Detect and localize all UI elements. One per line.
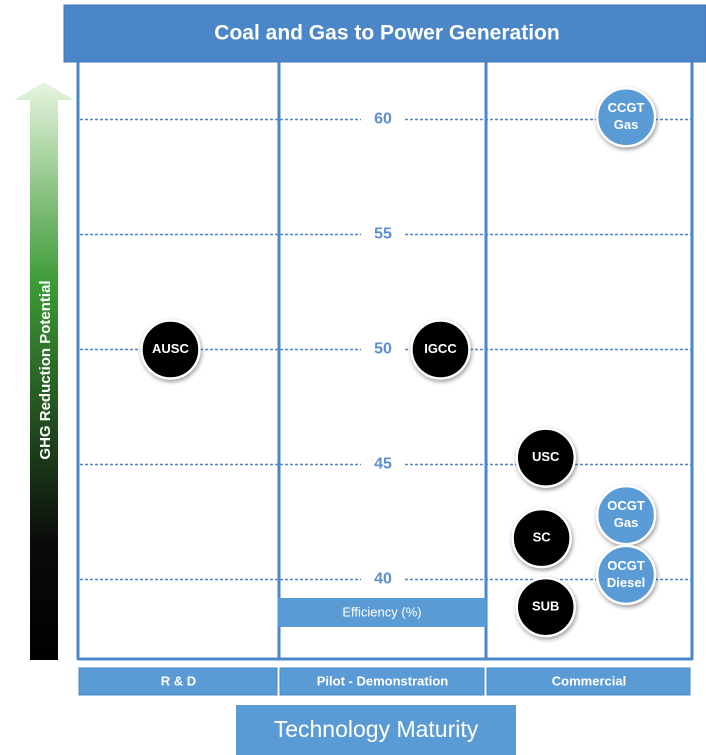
bubble (595, 484, 657, 546)
category-box (78, 667, 278, 696)
bubble (515, 427, 576, 488)
bubble-label: SC (533, 530, 552, 545)
bubble-label: OCGT (607, 498, 645, 513)
bubble-label: CCGT (608, 100, 645, 115)
bubble-label: AUSC (152, 341, 189, 356)
arrow (14, 82, 74, 660)
bubble-label: SUB (532, 599, 559, 614)
x-axis-label-box (236, 705, 516, 755)
category-box (486, 667, 691, 696)
y-tick-label: 55 (374, 226, 392, 243)
frame (76, 62, 694, 661)
y-tick-label: 40 (374, 571, 392, 588)
bubble (515, 576, 576, 638)
bubble-label: Diesel (607, 575, 645, 590)
bubble (595, 544, 657, 606)
bubble-label: OCGT (607, 558, 645, 573)
bubble-label: Gas (614, 515, 639, 530)
y-tick-label: 45 (374, 456, 392, 473)
y-axis-label: GHG Reduction Potential (37, 280, 54, 459)
x-tick-label: Commercial (552, 673, 626, 688)
bubble (410, 319, 471, 380)
title-bar (63, 4, 706, 63)
value-label-box (278, 598, 486, 627)
category-box (279, 667, 485, 696)
bubble-label: USC (532, 449, 560, 464)
bubble (140, 319, 201, 380)
bubble-label: IGCC (424, 341, 457, 356)
x-tick-label: Pilot - Demonstration (317, 673, 449, 688)
x-tick-label: R & D (161, 673, 196, 688)
value-label: Efficiency (%) (342, 604, 421, 619)
x-axis-label: Technology Maturity (274, 716, 479, 742)
y-tick-label: 50 (374, 341, 392, 358)
chart-title: Coal and Gas to Power Generation (214, 22, 559, 45)
bubble (511, 507, 572, 569)
bubble (595, 86, 657, 148)
bubble-label: Gas (614, 117, 639, 132)
y-tick-label: 60 (374, 111, 392, 128)
